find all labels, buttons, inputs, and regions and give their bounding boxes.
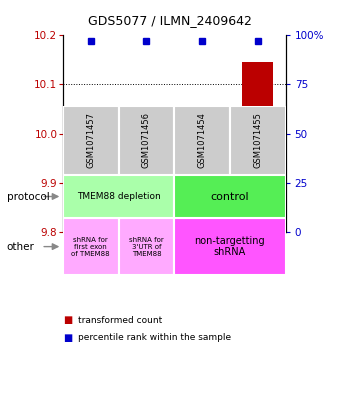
Bar bbox=[230, 106, 286, 175]
Bar bbox=[63, 175, 174, 218]
Bar bbox=[242, 62, 273, 232]
Text: transformed count: transformed count bbox=[78, 316, 163, 325]
Text: ■: ■ bbox=[63, 333, 72, 343]
Text: GSM1071457: GSM1071457 bbox=[86, 112, 95, 169]
Text: GDS5077 / ILMN_2409642: GDS5077 / ILMN_2409642 bbox=[88, 14, 252, 27]
Bar bbox=[187, 185, 217, 232]
Text: non-targetting
shRNA: non-targetting shRNA bbox=[194, 236, 265, 257]
Bar bbox=[75, 161, 106, 232]
Bar bbox=[119, 106, 174, 175]
Bar bbox=[119, 218, 174, 275]
Text: shRNA for
3'UTR of
TMEM88: shRNA for 3'UTR of TMEM88 bbox=[129, 237, 164, 257]
Text: other: other bbox=[7, 242, 35, 252]
Text: GSM1071455: GSM1071455 bbox=[253, 112, 262, 169]
Bar bbox=[174, 106, 230, 175]
Bar bbox=[131, 151, 162, 232]
Text: percentile rank within the sample: percentile rank within the sample bbox=[78, 334, 231, 342]
Bar bbox=[63, 218, 119, 275]
Text: control: control bbox=[210, 191, 249, 202]
Text: protocol: protocol bbox=[7, 191, 50, 202]
Bar bbox=[63, 106, 119, 175]
Text: GSM1071456: GSM1071456 bbox=[142, 112, 151, 169]
Text: shRNA for
first exon
of TMEM88: shRNA for first exon of TMEM88 bbox=[71, 237, 110, 257]
Text: ■: ■ bbox=[63, 315, 72, 325]
Text: GSM1071454: GSM1071454 bbox=[198, 112, 207, 169]
Text: TMEM88 depletion: TMEM88 depletion bbox=[77, 192, 160, 201]
Bar bbox=[174, 218, 286, 275]
Bar bbox=[174, 175, 286, 218]
